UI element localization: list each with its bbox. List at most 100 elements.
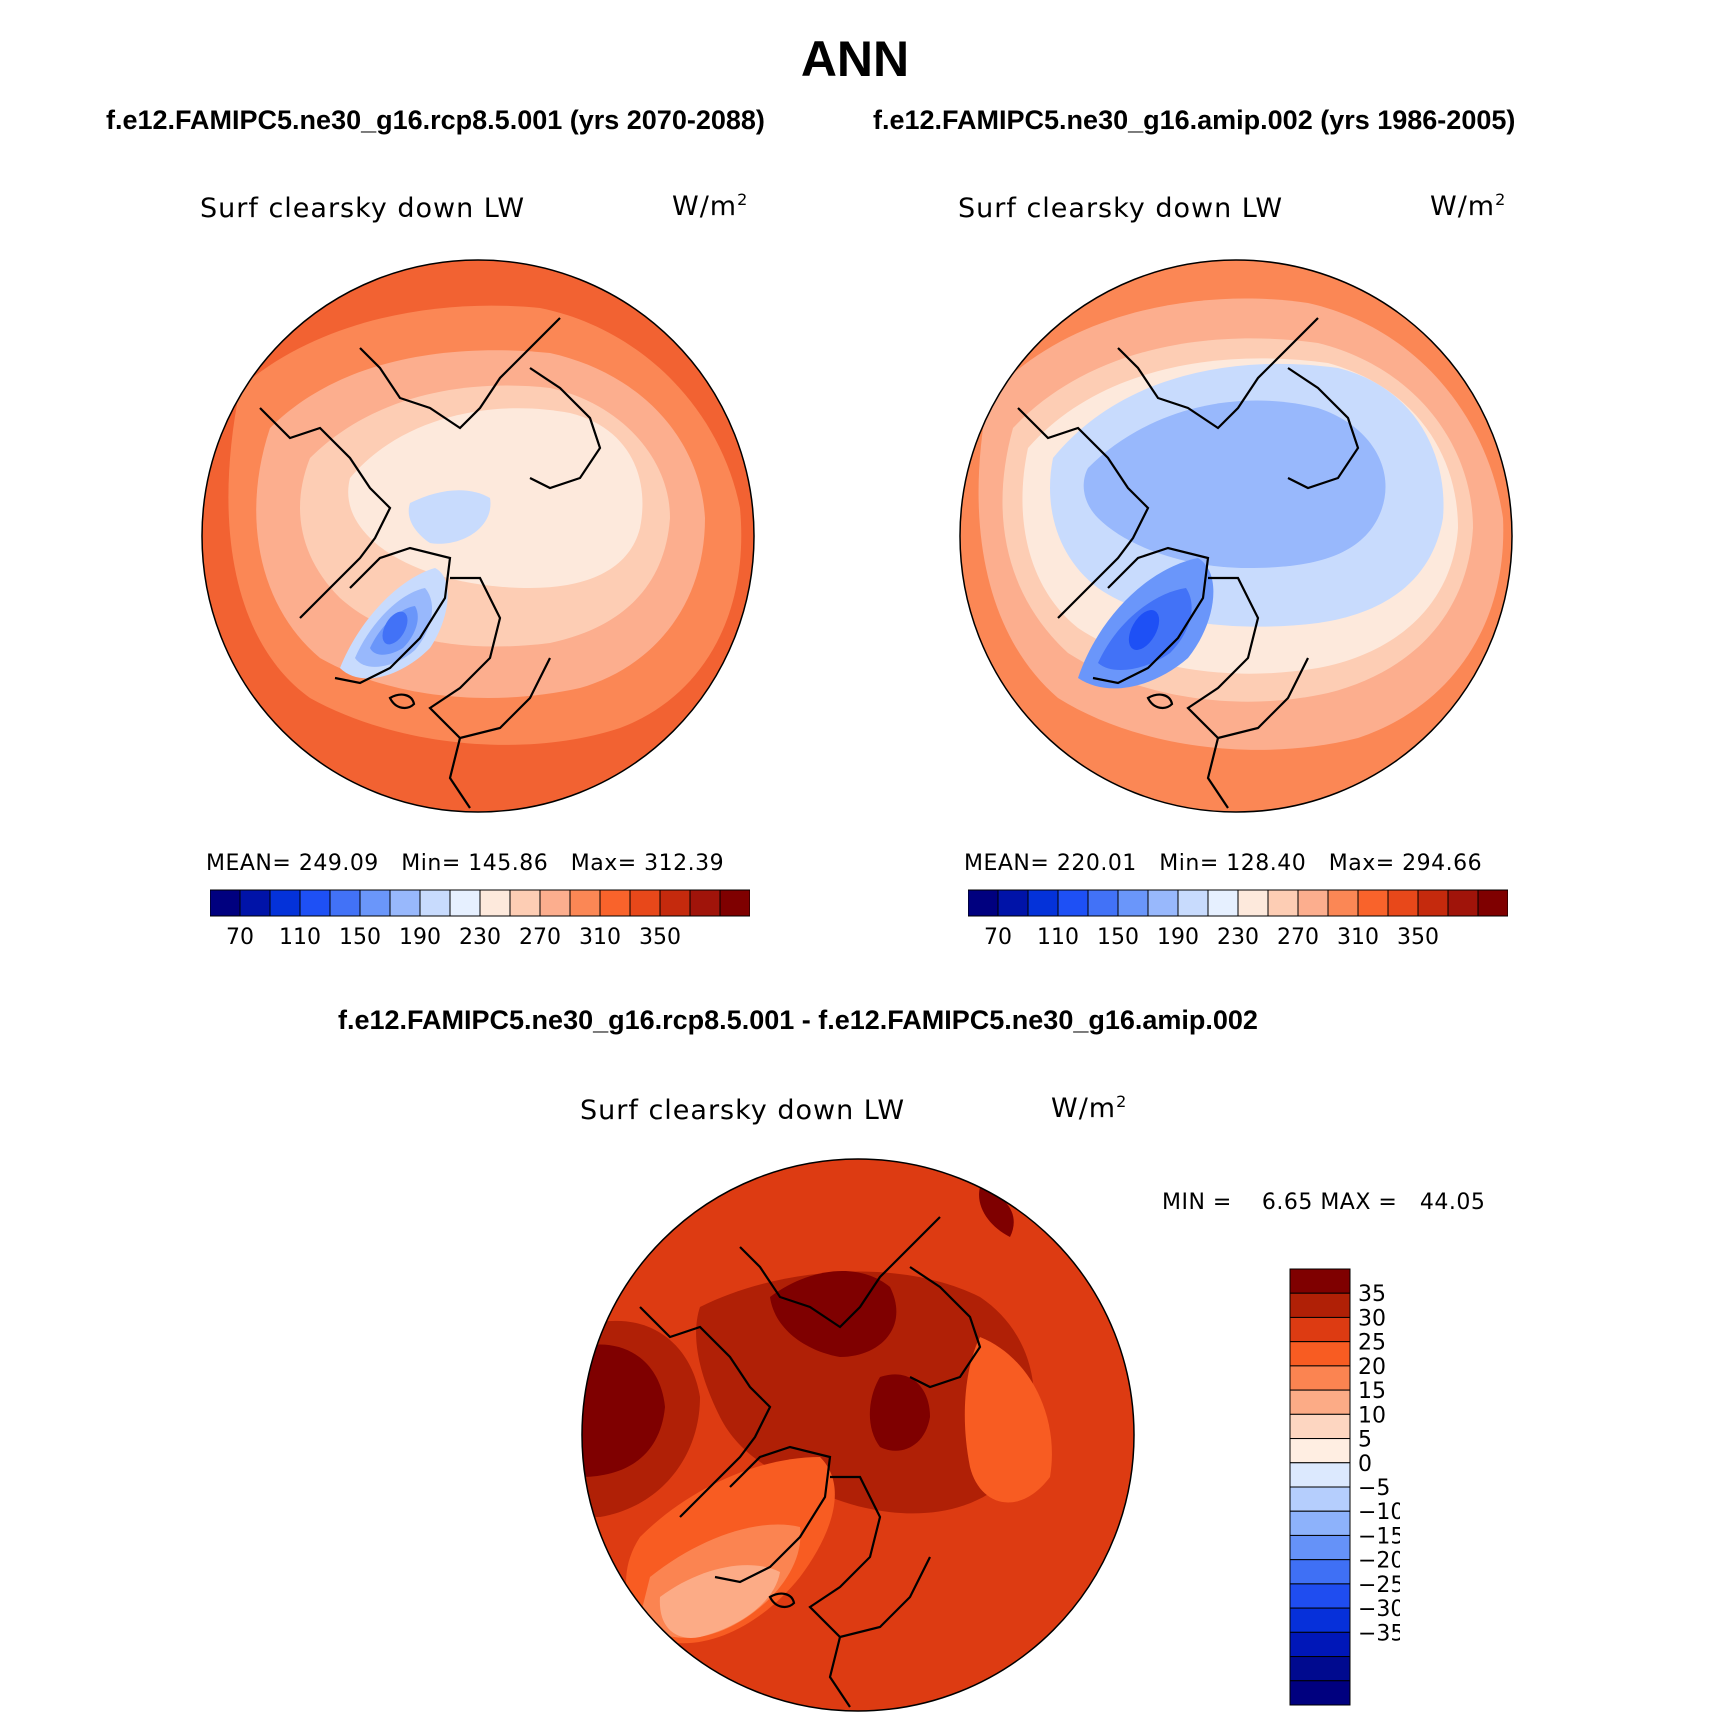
right-coastline-britain [1206, 737, 1229, 809]
colorbar-tick-label: 350 [1397, 925, 1439, 950]
colorbar-swatch [1087, 889, 1119, 917]
diff-map-hot-central [696, 1271, 1034, 1514]
left-polar-map [201, 259, 755, 813]
diff-coastline-americas [639, 1306, 772, 1518]
right-coastline-europe [1186, 576, 1309, 740]
colorbar-swatch [1477, 889, 1508, 917]
diff-map-hot-ne-core [979, 1187, 1014, 1237]
diff-colorbar-swatch [1289, 1438, 1351, 1464]
colorbar-tick-label: 270 [519, 925, 561, 950]
colorbar-tick-label: 150 [339, 925, 381, 950]
diff-colorbar-swatch [1289, 1268, 1351, 1294]
diff-map-warm-east [964, 1337, 1052, 1503]
diff-coastline-britain [828, 1636, 851, 1708]
colorbar-swatch [569, 889, 601, 917]
left-map-border [201, 259, 755, 813]
diff-colorbar-swatch [1289, 1631, 1351, 1658]
colorbar-tick-label: 270 [1277, 925, 1319, 950]
diff-colorbar-tick-label: −5 [1358, 1476, 1390, 1501]
right-colorbar: 70 110 150 190 230 270 310 350 [968, 889, 1508, 950]
colorbar-swatch [389, 889, 421, 917]
colorbar-tick-label: 310 [579, 925, 621, 950]
left-stats: MEAN= 249.09 Min= 145.86 Max= 312.39 [206, 851, 725, 876]
colorbar-swatch [269, 889, 301, 917]
colorbar-swatch [629, 889, 661, 917]
diff-map-border [581, 1158, 1135, 1712]
diff-variable-label: Surf clearsky down LW [580, 1095, 906, 1126]
right-coastline-siberia [1117, 317, 1319, 430]
case2-title: f.e12.FAMIPC5.ne30_g16.amip.002 (yrs 198… [873, 105, 1516, 135]
diff-coastline-greenland [714, 1445, 832, 1584]
left-variable-label: Surf clearsky down LW [200, 193, 526, 224]
left-colorbar: 70 110 150 190 230 270 310 350 [210, 889, 750, 950]
diff-colorbar-swatch [1289, 1510, 1351, 1536]
diff-map-hot-barents [869, 1374, 930, 1451]
colorbar-swatch [1357, 889, 1389, 917]
colorbar-swatch [419, 889, 451, 917]
colorbar-swatch [239, 889, 271, 917]
colorbar-swatch [719, 889, 750, 917]
diff-colorbar-tick-label: −15 [1358, 1524, 1400, 1549]
colorbar-swatch [210, 889, 241, 917]
left-coastline-siberia [359, 317, 561, 430]
colorbar-tick-label: 190 [1157, 925, 1199, 950]
colorbar-tick-label: 350 [639, 925, 681, 950]
diff-colorbar-tick-label: −30 [1358, 1597, 1400, 1622]
diff-colorbar-tick-label: −20 [1358, 1549, 1400, 1574]
right-stats: MEAN= 220.01 Min= 128.40 Max= 294.66 [964, 851, 1483, 876]
diff-colorbar-swatch [1289, 1389, 1351, 1415]
diff-colorbar-swatch [1289, 1534, 1351, 1561]
diff-map-hot-top [770, 1270, 897, 1357]
left-coastline-europe [428, 576, 551, 740]
colorbar-swatch [1297, 889, 1329, 917]
diff-colorbar-tick-label: 5 [1358, 1428, 1372, 1453]
diff-coastline-iceland [768, 1592, 796, 1609]
diff-title: f.e12.FAMIPC5.ne30_g16.rcp8.5.001 - f.e1… [338, 1005, 1258, 1035]
diff-colorbar-swatch [1289, 1680, 1351, 1706]
colorbar-tick-label: 110 [1037, 925, 1079, 950]
colorbar-swatch [509, 889, 541, 917]
left-coastline-britain [448, 737, 471, 809]
colorbar-swatch [1207, 889, 1239, 917]
colorbar-tick-label: 190 [399, 925, 441, 950]
diff-colorbar-swatch [1289, 1316, 1351, 1343]
colorbar-swatch [1237, 889, 1269, 917]
diff-colorbar-swatch [1289, 1462, 1351, 1488]
left-coastline-asia [529, 367, 602, 490]
colorbar-swatch [1417, 889, 1449, 917]
colorbar-swatch [539, 889, 571, 917]
colorbar-swatch [1147, 889, 1179, 917]
colorbar-swatch [1117, 889, 1149, 917]
right-coastline-asia [1287, 367, 1360, 490]
right-coastline-iceland [1146, 693, 1174, 710]
colorbar-tick-label: 70 [984, 925, 1012, 950]
right-variable-label: Surf clearsky down LW [958, 193, 1284, 224]
left-map-greenland-4 [382, 611, 408, 645]
colorbar-swatch [479, 889, 511, 917]
colorbar-tick-label: 70 [226, 925, 254, 950]
colorbar-tick-label: 230 [1217, 925, 1259, 950]
colorbar-swatch [1057, 889, 1089, 917]
left-map-field-core [348, 408, 643, 588]
right-coastline-greenland [1092, 546, 1210, 685]
diff-colorbar-swatch [1289, 1341, 1351, 1367]
colorbar-swatch [689, 889, 721, 917]
colorbar-swatch [997, 889, 1029, 917]
diff-colorbar-swatch [1289, 1583, 1351, 1609]
colorbar-tick-label: 150 [1097, 925, 1139, 950]
case1-title: f.e12.FAMIPC5.ne30_g16.rcp8.5.001 (yrs 2… [106, 105, 765, 135]
colorbar-swatch [968, 889, 999, 917]
right-map-greenland-3 [1128, 610, 1160, 650]
colorbar-swatch [449, 889, 481, 917]
diff-colorbar-swatch [1289, 1559, 1351, 1585]
right-unit-label: W/m2 [1430, 190, 1507, 222]
diff-colorbar-swatch [1289, 1656, 1351, 1682]
diff-colorbar-swatch [1289, 1486, 1351, 1512]
diff-colorbar-tick-label: 20 [1358, 1355, 1386, 1380]
colorbar-tick-label: 310 [1337, 925, 1379, 950]
colorbar-tick-label: 230 [459, 925, 501, 950]
diff-colorbar-tick-label: 10 [1358, 1403, 1386, 1428]
colorbar-swatch [329, 889, 361, 917]
colorbar-swatch [359, 889, 391, 917]
